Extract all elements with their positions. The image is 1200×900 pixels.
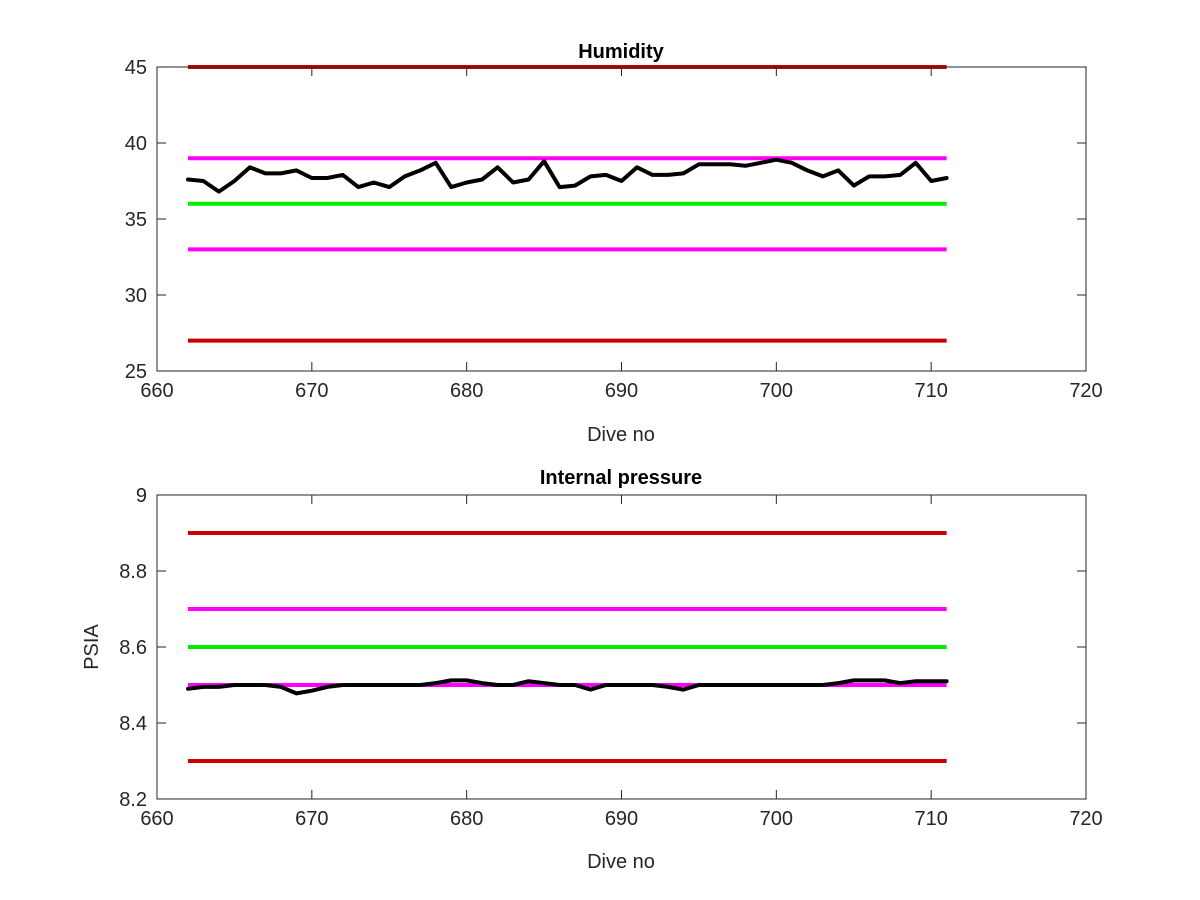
chart-title: Humidity: [578, 41, 664, 63]
y-tick-label: 8.4: [119, 713, 147, 735]
y-tick-label: 8.2: [119, 789, 147, 811]
series-line-0: [186, 678, 949, 696]
y-tick-label: 25: [125, 361, 147, 383]
x-axis-label: Dive no: [587, 424, 655, 446]
x-tick-label: 690: [605, 380, 638, 402]
x-tick-label: 710: [914, 380, 947, 402]
x-tick-label: 660: [140, 380, 173, 402]
chart-title: Internal pressure: [540, 467, 702, 489]
y-tick-label: 45: [125, 57, 147, 79]
y-tick-label: 8.6: [119, 637, 147, 659]
y-tick-label: 30: [125, 285, 147, 307]
x-tick-label: 670: [295, 808, 328, 830]
x-tick-label: 700: [760, 380, 793, 402]
humidity-plot: 660 670 680 690 700 710 720 25 30 35 40 45 Humidit…: [125, 41, 1103, 446]
x-tick-label: 680: [450, 808, 483, 830]
y-tick-label: 40: [125, 133, 147, 155]
x-axis-label: Dive no: [587, 851, 655, 873]
x-tick-label: 660: [140, 808, 173, 830]
y-tick-label: 8.8: [119, 561, 147, 583]
y-tick-label: 9: [136, 485, 147, 507]
plot-area: [157, 67, 1086, 371]
y-tick-label: 35: [125, 209, 147, 231]
x-tick-label: 720: [1069, 380, 1102, 402]
internal-pressure-plot: 660 670 680 690 700 710 720 8.2 8.4 8.6 8.8 9 Inte…: [81, 467, 1103, 873]
series-line-0: [186, 157, 949, 194]
y-axis-label: PSIA: [81, 624, 103, 670]
x-tick-label: 720: [1069, 808, 1102, 830]
x-tick-label: 690: [605, 808, 638, 830]
x-tick-label: 680: [450, 380, 483, 402]
x-tick-label: 710: [914, 808, 947, 830]
x-tick-label: 670: [295, 380, 328, 402]
x-tick-label: 700: [760, 808, 793, 830]
